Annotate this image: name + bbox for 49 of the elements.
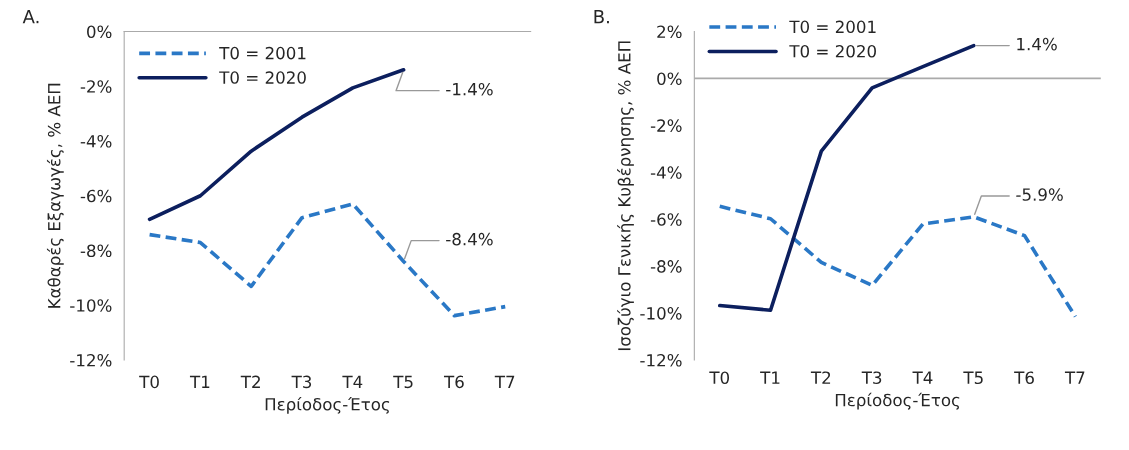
x-tick-label: T2 bbox=[810, 371, 831, 384]
y-tick-label: -6% bbox=[80, 189, 112, 203]
x-tick-label: T1 bbox=[189, 375, 210, 388]
x-tick-label: T3 bbox=[291, 375, 312, 389]
y-tick-label: -2% bbox=[80, 80, 112, 93]
x-tick-label: T4 bbox=[912, 371, 933, 384]
x-tick-label: T0 bbox=[709, 371, 730, 385]
y-tick-label: -12% bbox=[640, 353, 682, 367]
x-tick-label: T4 bbox=[342, 375, 363, 388]
y-tick-label: 0% bbox=[657, 72, 682, 85]
annotation: 1.4% bbox=[1017, 37, 1057, 51]
y-tick-label: 2% bbox=[657, 25, 682, 39]
x-axis-title: Περίοδος-Έτος bbox=[835, 392, 960, 410]
x-tick-label: T1 bbox=[760, 371, 780, 384]
x-tick-label: T7 bbox=[1064, 371, 1085, 384]
x-tick-label: T5 bbox=[393, 375, 413, 389]
y-tick-label: -4% bbox=[80, 134, 112, 148]
y-axis-title: Καθαρές Εξαγωγές, % ΑΕΠ bbox=[46, 83, 64, 308]
legend-label: T0 = 2001 bbox=[789, 20, 876, 34]
line-series bbox=[147, 202, 508, 318]
legend-label: T0 = 2020 bbox=[219, 71, 306, 84]
y-tick-label: 0% bbox=[87, 25, 112, 39]
x-tick-label: T7 bbox=[494, 375, 515, 388]
line-series bbox=[717, 43, 976, 313]
x-tick-label: T6 bbox=[443, 375, 464, 389]
y-tick-label: -10% bbox=[640, 307, 682, 320]
y-tick-label: -8% bbox=[650, 260, 682, 273]
y-tick-label: -8% bbox=[80, 244, 112, 258]
x-axis-title: Περίοδος-Έτος bbox=[265, 396, 390, 414]
y-tick-label: -2% bbox=[650, 119, 682, 132]
annotation: -8.4% bbox=[446, 232, 493, 246]
y-tick-label: -10% bbox=[70, 299, 112, 312]
chart-title: A. bbox=[22, 10, 39, 24]
line-series bbox=[147, 68, 406, 222]
x-tick-label: T2 bbox=[240, 375, 260, 388]
x-tick-label: T3 bbox=[861, 371, 882, 385]
x-tick-label: T6 bbox=[1014, 371, 1034, 385]
y-tick-label: -12% bbox=[70, 353, 112, 367]
line-series bbox=[717, 204, 1078, 319]
annotation: -5.9% bbox=[1016, 188, 1063, 201]
annotation: -1.4% bbox=[446, 82, 493, 96]
y-tick-label: -6% bbox=[650, 213, 682, 226]
x-tick-label: T0 bbox=[139, 375, 159, 389]
legend-label: T0 = 2020 bbox=[789, 44, 876, 58]
x-tick-label: T5 bbox=[963, 371, 983, 385]
chart-title: B. bbox=[594, 10, 609, 24]
y-tick-label: -4% bbox=[650, 166, 682, 179]
y-axis-title: Ισοζύγιο Γενικής Κυβέρνησης, % ΑΕΠ bbox=[617, 41, 634, 351]
legend-label: T0 = 2001 bbox=[219, 46, 306, 60]
